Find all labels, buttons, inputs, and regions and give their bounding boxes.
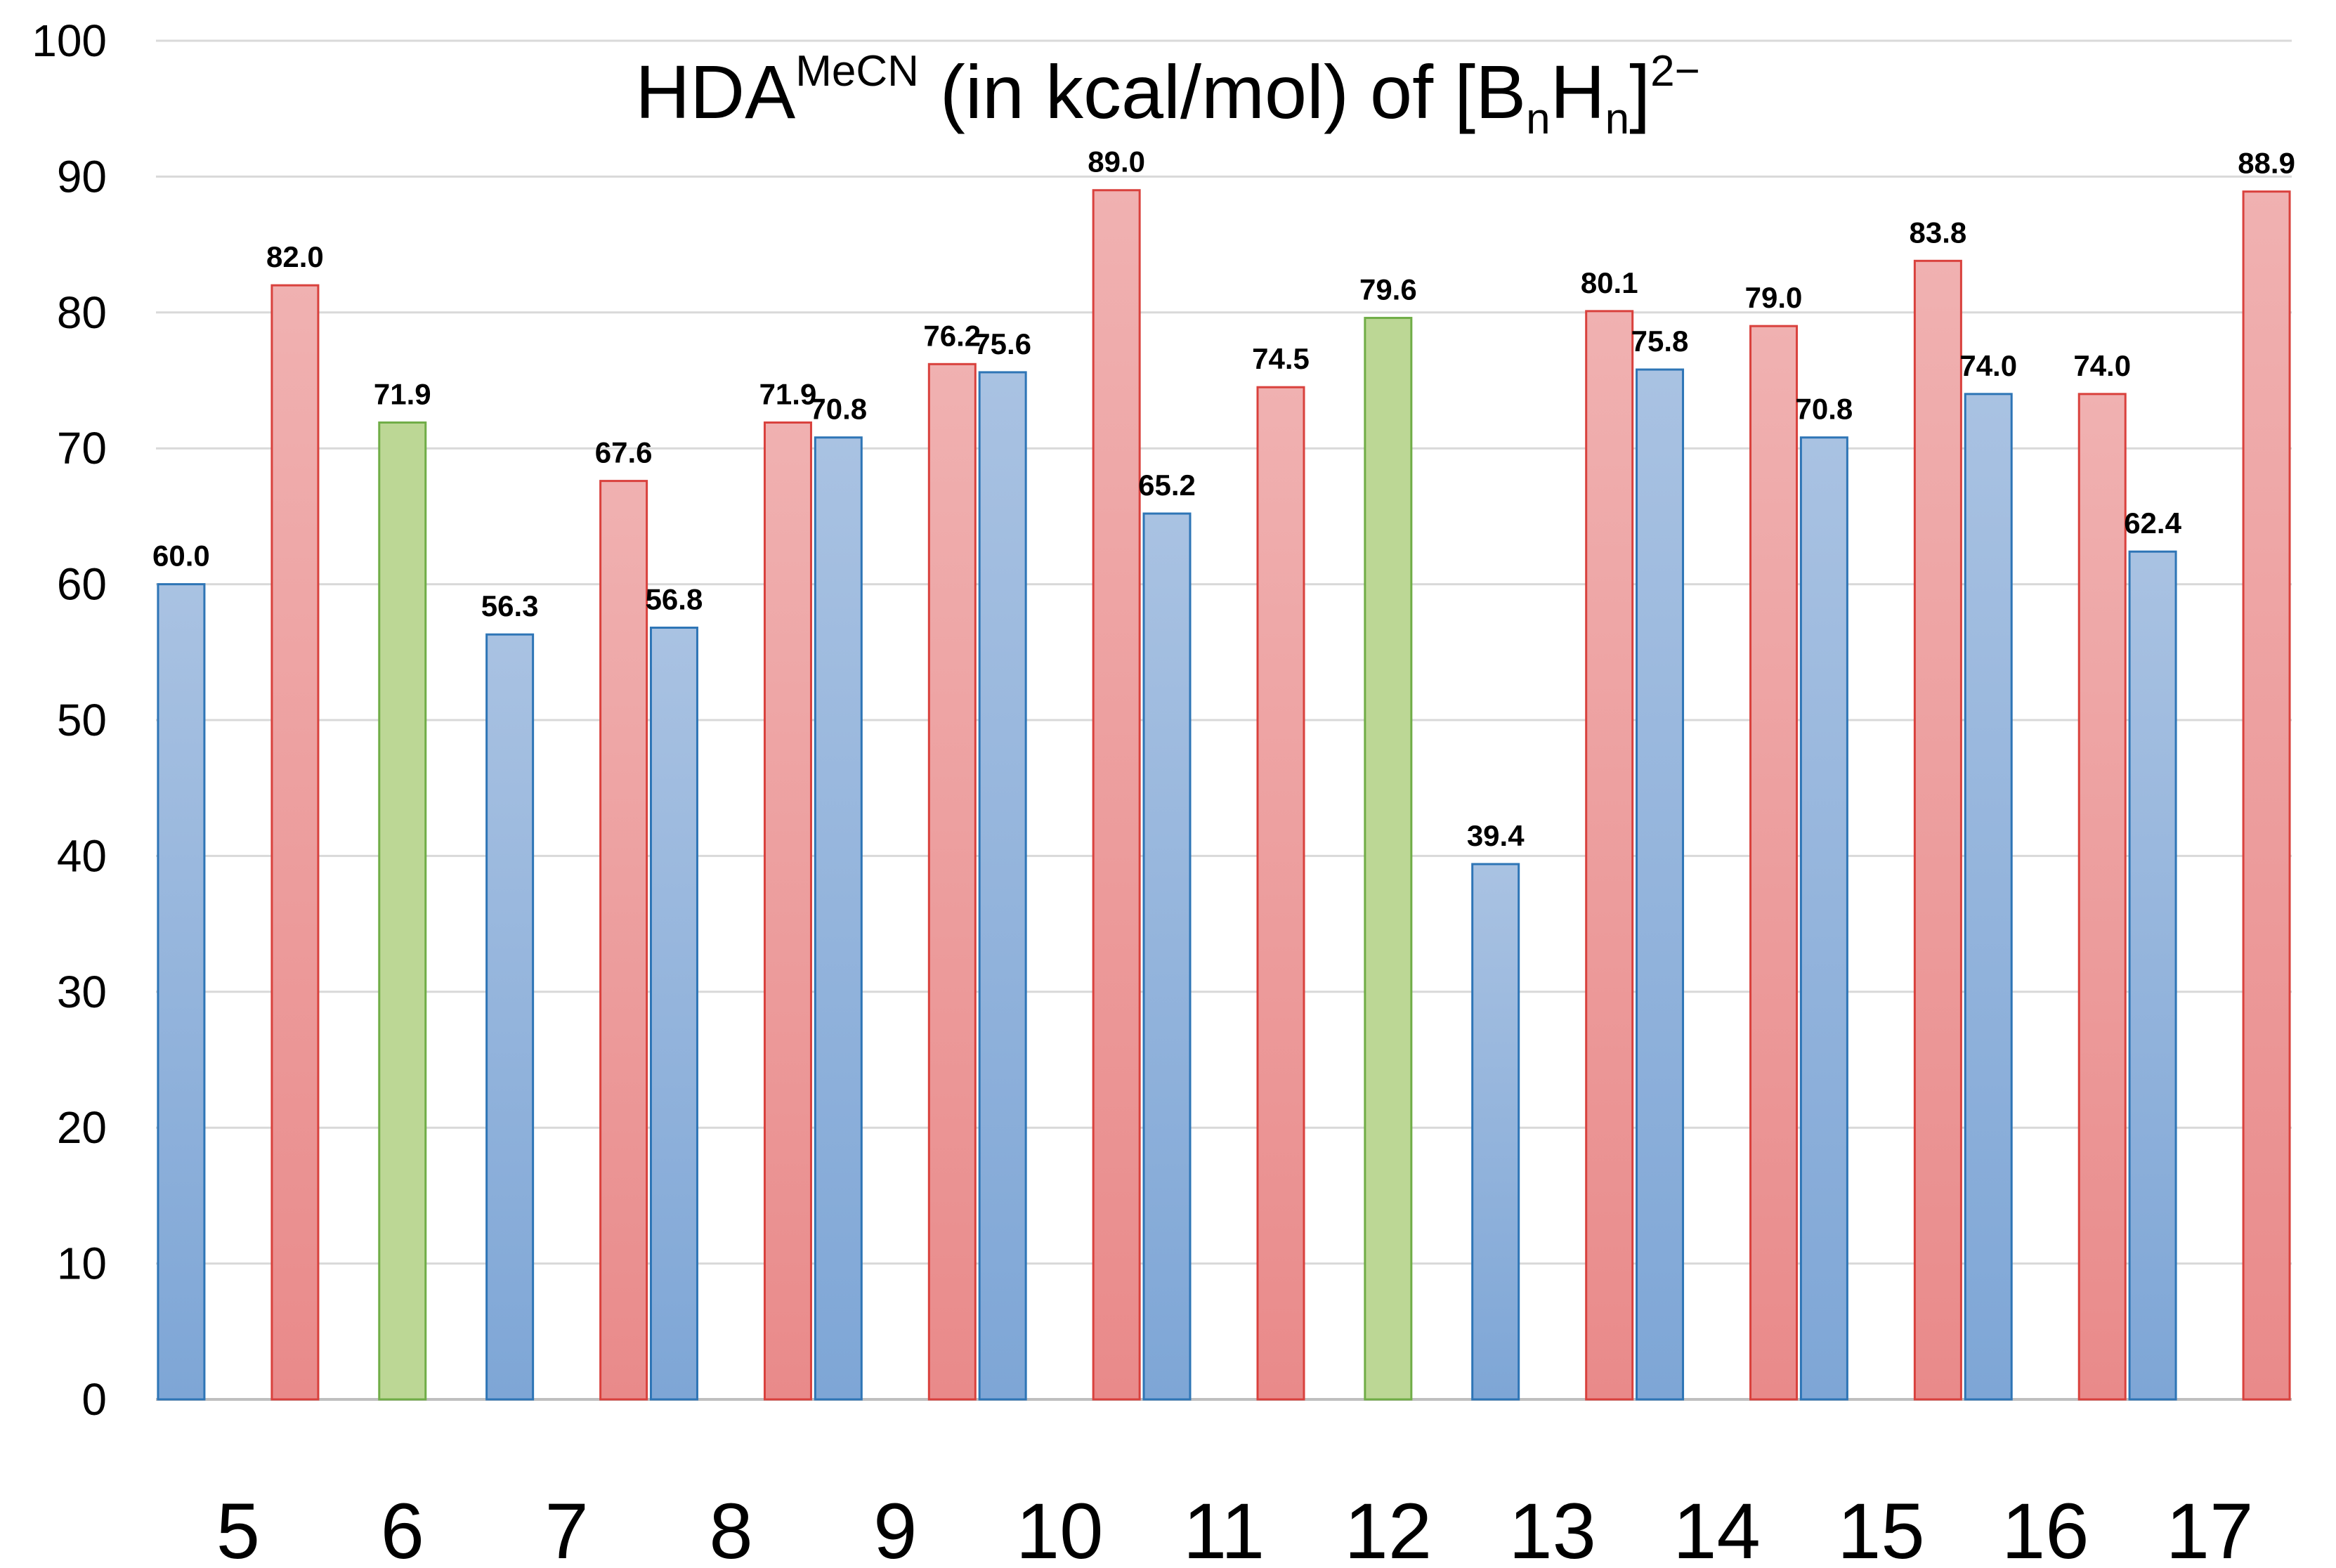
green-bar [1364,317,1413,1401]
x-tick-label: 15 [1837,1487,1925,1568]
bars [157,189,2291,1401]
title-subscript-2: n [1605,95,1629,143]
x-tick-label: 10 [1016,1487,1104,1568]
title-main: HDA [635,49,795,134]
y-tick-label: 10 [57,1239,107,1289]
x-tick-label: 13 [1508,1487,1596,1568]
blue-data-label: 70.8 [1796,393,1853,426]
blue-data-label: 62.4 [2124,507,2181,540]
x-tick-label: 14 [1673,1487,1761,1568]
chart-title: HDAMeCN (in kcal/mol) of [BnHn]2− [635,47,1700,143]
blue-bar [1142,512,1192,1401]
blue-bar [2128,550,2177,1401]
title-charge: 2− [1650,47,1700,96]
red-bar [1585,310,1634,1401]
x-tick-label: 5 [216,1487,260,1568]
blue-data-label: 65.2 [1138,469,1196,502]
x-tick-label: 17 [2166,1487,2254,1568]
green-data-label: 71.9 [374,377,431,410]
blue-bar [1799,436,1848,1401]
blue-data-label: 39.4 [1467,819,1525,852]
blue-bar [978,371,1027,1401]
red-data-label: 67.6 [595,436,653,469]
x-tick-label: 12 [1345,1487,1433,1568]
x-tick-label: 7 [544,1487,588,1568]
red-data-label: 83.8 [1910,216,1967,249]
y-tick-label: 100 [32,15,107,66]
red-data-label: 80.1 [1581,266,1638,299]
y-tick-label: 90 [57,151,107,202]
title-superscript: MeCN [795,47,919,96]
x-tick-label: 16 [2002,1487,2089,1568]
red-data-label: 79.0 [1745,281,1803,314]
red-data-label: 89.0 [1088,145,1145,178]
y-tick-label: 30 [57,967,107,1017]
y-tick-label: 60 [57,559,107,610]
blue-bar [1636,368,1685,1401]
y-tick-label: 40 [57,830,107,881]
red-bar [1749,325,1799,1401]
red-bar [1092,189,1141,1401]
blue-bar [157,583,206,1401]
blue-bar [1964,393,2013,1401]
x-tick-label: 11 [1183,1487,1265,1568]
blue-bar [649,626,698,1401]
blue-data-label: 56.3 [481,589,539,622]
title-subscript-1: n [1526,95,1550,143]
red-bar [1256,386,1305,1401]
y-tick-label: 0 [81,1374,107,1425]
blue-data-label: 70.8 [809,393,867,426]
x-tick-label: 9 [873,1487,917,1568]
red-bar [763,421,812,1401]
blue-bar [1471,863,1520,1401]
x-axis-tick-labels: 5 6 7 8 9 10 11 12 13 14 15 16 17 [216,1487,2254,1568]
x-tick-label: 8 [709,1487,752,1568]
red-bar [927,362,977,1401]
x-tick-label: 6 [381,1487,424,1568]
blue-data-label: 75.8 [1631,325,1689,358]
blue-bar [814,436,863,1401]
y-tick-label: 50 [57,695,107,745]
blue-data-label: 60.0 [152,540,210,573]
y-tick-label: 80 [57,287,107,338]
green-bar [378,421,427,1401]
y-tick-label: 20 [57,1102,107,1153]
title-close: ] [1629,49,1650,134]
red-data-label: 74.5 [1252,342,1310,375]
red-bar [1913,259,1962,1401]
title-middle: (in kcal/mol) of [B [919,49,1526,134]
blue-bar [485,633,535,1401]
red-bar [270,284,320,1401]
y-axis-tick-labels: 0 10 20 30 40 50 60 70 80 90 100 [32,15,107,1425]
green-data-label: 79.6 [1359,273,1417,306]
red-bar [2242,190,2291,1401]
red-data-label: 71.9 [759,377,817,410]
red-bar [2077,393,2127,1401]
red-data-label: 76.2 [923,319,981,352]
blue-data-label: 56.8 [646,582,703,615]
red-bar [599,480,648,1401]
data-labels: 60.082.071.956.367.656.871.970.876.275.6… [152,145,2295,852]
y-tick-label: 70 [57,423,107,473]
title-h: H [1551,49,1605,134]
blue-data-label: 75.6 [974,327,1031,360]
red-data-label: 82.0 [266,240,324,273]
red-data-label: 74.0 [2073,349,2131,382]
blue-data-label: 74.0 [1959,349,2017,382]
red-data-label: 88.9 [2238,147,2295,180]
